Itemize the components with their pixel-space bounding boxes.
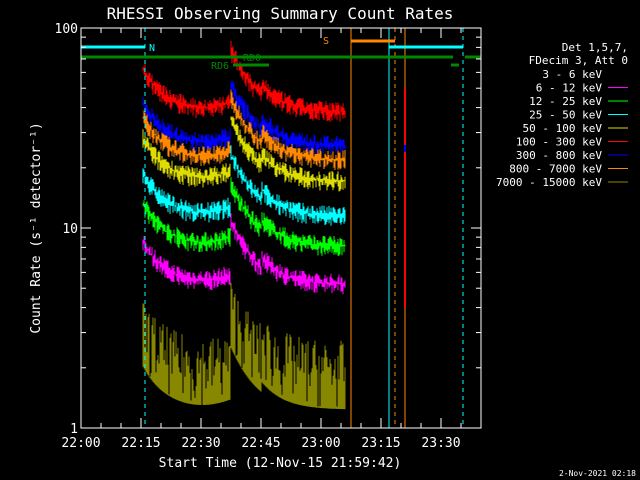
legend-label: 6 - 12 keV (536, 82, 603, 95)
series-7000-15000kev (142, 282, 346, 410)
series-50-100kev (142, 116, 346, 192)
y-tick-label: 100 (55, 22, 78, 37)
y-axis-label: Count Rate (s⁻¹ detector⁻¹) (29, 122, 44, 333)
plot-area: N S RD0 RD6 (80, 28, 481, 428)
rd0-flag-label: RD0 (243, 53, 261, 64)
x-tick-label: 22:00 (61, 436, 100, 451)
series-trace (230, 282, 346, 410)
y-tick-label: 1 (70, 422, 78, 437)
legend-label: 3 - 6 keV (542, 68, 602, 81)
series-trace (230, 145, 346, 226)
series-trace (230, 40, 346, 122)
x-tick-label: 23:15 (361, 436, 400, 451)
legend-header: FDecim 3, Att 0 (529, 54, 628, 67)
series-trace (230, 177, 346, 256)
series-trace (142, 117, 232, 188)
series-trace (142, 303, 232, 405)
legend-label: 25 - 50 keV (529, 109, 602, 122)
series-lines (142, 40, 346, 410)
series-trace (142, 82, 232, 153)
saa-flag-label: S (323, 36, 329, 47)
legend-label: 800 - 7000 keV (509, 163, 602, 176)
legend-label: 50 - 100 keV (523, 122, 603, 135)
series-trace (230, 80, 346, 155)
series-trace (230, 116, 346, 192)
legend-label: 100 - 300 keV (516, 136, 602, 149)
generation-timestamp: 2-Nov-2021 02:18 (559, 469, 636, 478)
rd6-flag-label: RD6 (211, 61, 229, 72)
x-tick-label: 23:30 (421, 436, 460, 451)
x-tick-label: 22:45 (241, 436, 280, 451)
x-tick-label: 22:15 (121, 436, 160, 451)
series-trace (230, 216, 346, 295)
series-300-800kev (142, 80, 346, 155)
legend-label: 300 - 800 keV (516, 149, 602, 162)
x-axis-label: Start Time (12-Nov-15 21:59:42) (159, 456, 402, 471)
axes: 1 10 100 22:00 22:15 22:30 22:45 23:00 23:15 23:3… (55, 22, 482, 451)
series-trace (142, 181, 232, 253)
x-tick-label: 23:00 (301, 436, 340, 451)
night-flag-label: N (149, 43, 155, 54)
legend-label: 7000 - 15000 keV (496, 176, 602, 189)
y-tick-label: 10 (62, 222, 78, 237)
series-trace (142, 47, 232, 118)
series-100-300kev (142, 40, 346, 122)
series-trace (142, 213, 232, 291)
series-trace (230, 91, 346, 170)
plot-frame (80, 27, 482, 429)
series-25-50kev (142, 145, 346, 226)
legend-header: Det 1,5,7, (562, 41, 628, 54)
series-800-7000kev (142, 89, 346, 170)
series-12-25kev (142, 177, 346, 256)
series-trace (142, 89, 232, 166)
chart-title: RHESSI Observing Summary Count Rates (107, 4, 454, 23)
x-tick-label: 22:30 (181, 436, 220, 451)
series-trace (142, 148, 232, 223)
series-6-12kev (142, 213, 346, 295)
legend-label: 12 - 25 keV (529, 95, 602, 108)
